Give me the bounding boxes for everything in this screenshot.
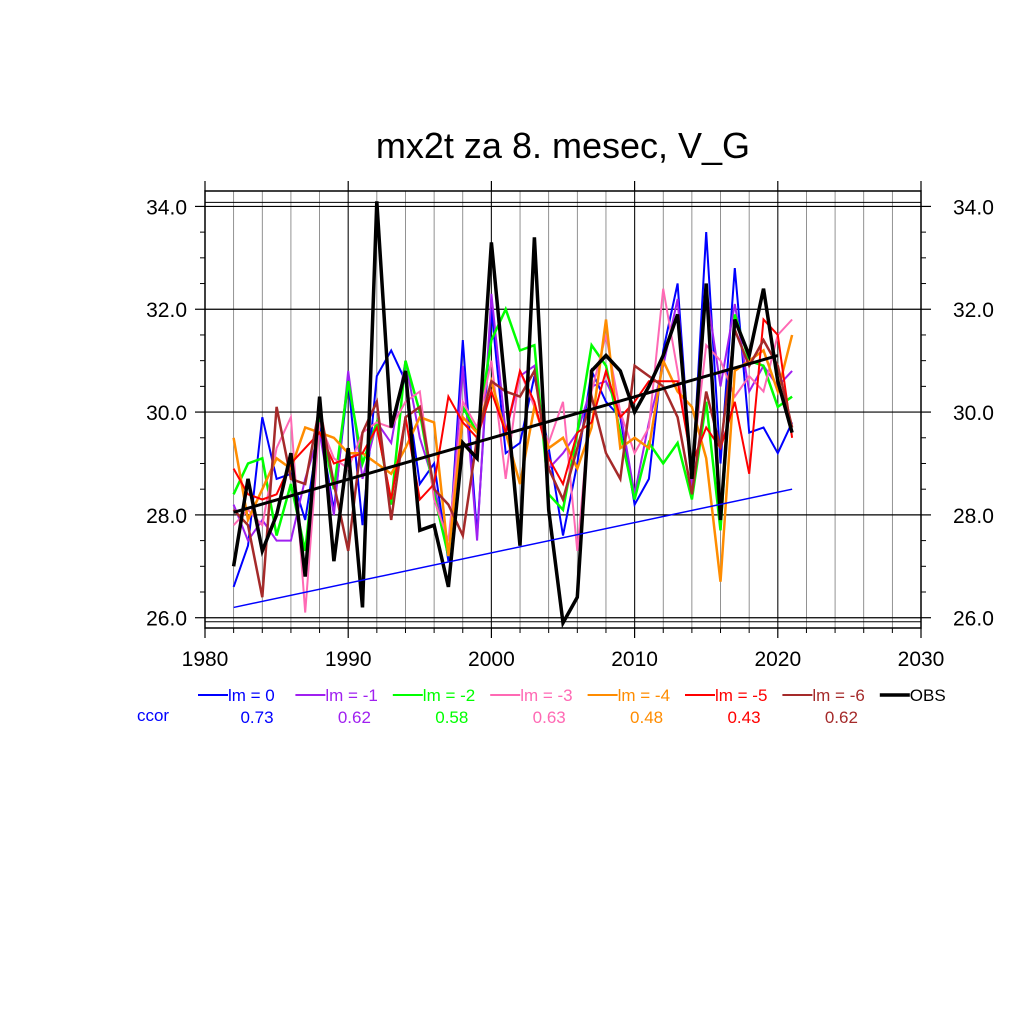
- legend-ccor-value-2: 0.58: [435, 708, 468, 727]
- plot-border: [204, 190, 922, 629]
- legend-label-1: lm = -1: [325, 686, 377, 705]
- x-tick-label: 1980: [182, 648, 229, 671]
- axis-ticks: 1980 1990 2000 2010 2020 2030 26.0 26.0 28.0 28.0…: [146, 181, 994, 671]
- legend: lm = 0 0.73 lm = -1 0.62 lm = -2 0.58 lm = -3 0…: [137, 686, 946, 727]
- legend-ccor-value-1: 0.62: [338, 708, 371, 727]
- legend-label-0: lm = 0: [228, 686, 275, 705]
- x-tick-label: 1990: [325, 648, 372, 671]
- y-tick-label-right: 28.0: [953, 505, 994, 528]
- legend-label-7: OBS: [910, 686, 946, 705]
- y-tick-label-left: 30.0: [146, 402, 187, 425]
- trend-lines: [233, 354, 793, 609]
- y-tick-label-right: 30.0: [953, 402, 994, 425]
- legend-label-2: lm = -2: [423, 686, 475, 705]
- x-tick-label: 2000: [468, 648, 515, 671]
- x-tick-label: 2020: [754, 648, 801, 671]
- y-tick-label-right: 34.0: [953, 196, 994, 219]
- y-tick-label-left: 28.0: [146, 505, 187, 528]
- legend-label-5: lm = -5: [715, 686, 767, 705]
- legend-ccor-value-3: 0.63: [533, 708, 566, 727]
- legend-ccor-value-0: 0.73: [240, 708, 273, 727]
- plot-frame: [204, 190, 922, 629]
- legend-label-6: lm = -6: [812, 686, 864, 705]
- y-tick-label-right: 26.0: [953, 608, 994, 631]
- series-line-6: [232, 329, 794, 598]
- x-tick-label: 2010: [611, 648, 658, 671]
- legend-ccor-value-5: 0.43: [727, 708, 760, 727]
- legend-label-4: lm = -4: [618, 686, 670, 705]
- legend-label-3: lm = -3: [520, 686, 572, 705]
- series-line-7: [231, 201, 794, 629]
- legend-ccor-value-6: 0.62: [825, 708, 858, 727]
- chart-title: mx2t za 8. mesec, V_G: [376, 125, 750, 166]
- legend-ccor-label: ccor: [137, 706, 169, 725]
- series-group: [231, 201, 794, 629]
- y-tick-label-left: 32.0: [146, 299, 187, 322]
- y-tick-label-left: 34.0: [146, 196, 187, 219]
- y-tick-label-left: 26.0: [146, 608, 187, 631]
- y-tick-label-right: 32.0: [953, 299, 994, 322]
- trend-line-0: [233, 354, 779, 514]
- x-tick-label: 2030: [898, 648, 945, 671]
- trend-line-1: [233, 488, 793, 609]
- legend-ccor-value-4: 0.48: [630, 708, 663, 727]
